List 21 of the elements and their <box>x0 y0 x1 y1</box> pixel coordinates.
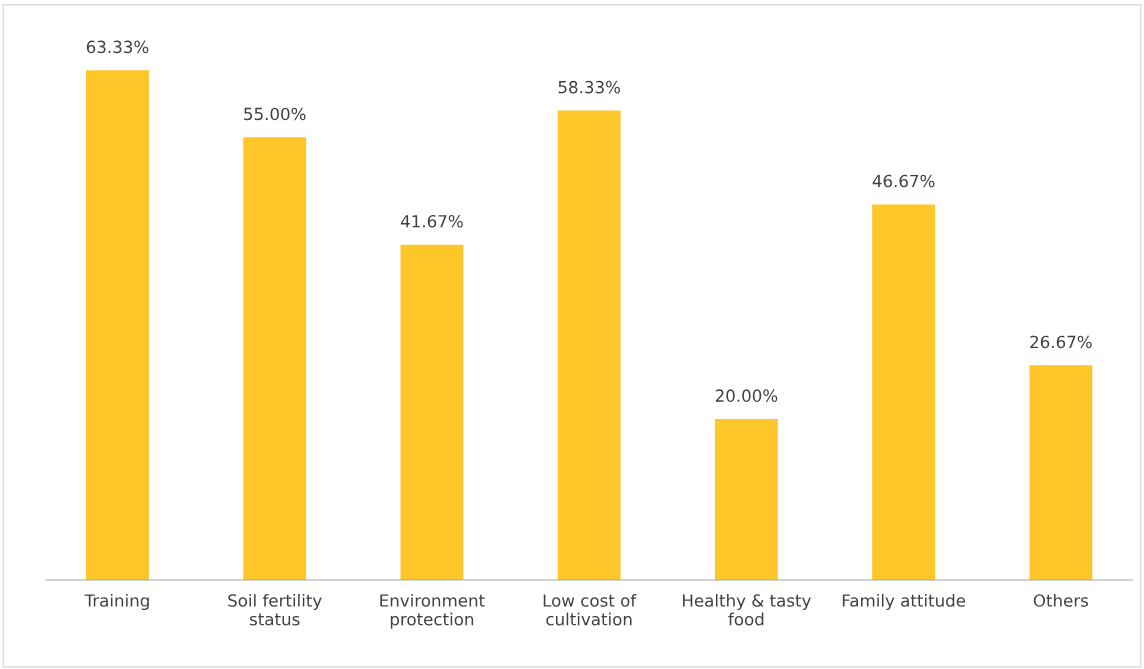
data-label: 46.67% <box>872 174 935 188</box>
data-label: 55.00% <box>244 107 306 121</box>
x-tick-label: Environment protection <box>380 593 485 629</box>
bar <box>86 70 149 581</box>
data-label: 20.00% <box>715 389 778 402</box>
data-label: 63.33% <box>86 40 149 54</box>
bar <box>1029 365 1093 581</box>
data-label: 26.67% <box>1030 335 1092 349</box>
x-tick-label: Training <box>84 593 149 611</box>
bar <box>872 204 936 581</box>
bar <box>557 110 621 581</box>
bar <box>243 137 307 581</box>
data-label: 41.67% <box>400 214 463 228</box>
x-tick-label: Low cost of cultivation <box>543 593 637 626</box>
bar <box>714 419 778 581</box>
x-tick-label: Family attitude <box>842 593 966 611</box>
data-label: 58.33% <box>558 80 621 94</box>
x-tick-label: Soil fertility status <box>228 593 322 626</box>
x-tick-label: Healthy & tasty food <box>683 593 811 626</box>
x-tick-label: Others <box>1033 593 1089 607</box>
bar <box>400 244 464 581</box>
